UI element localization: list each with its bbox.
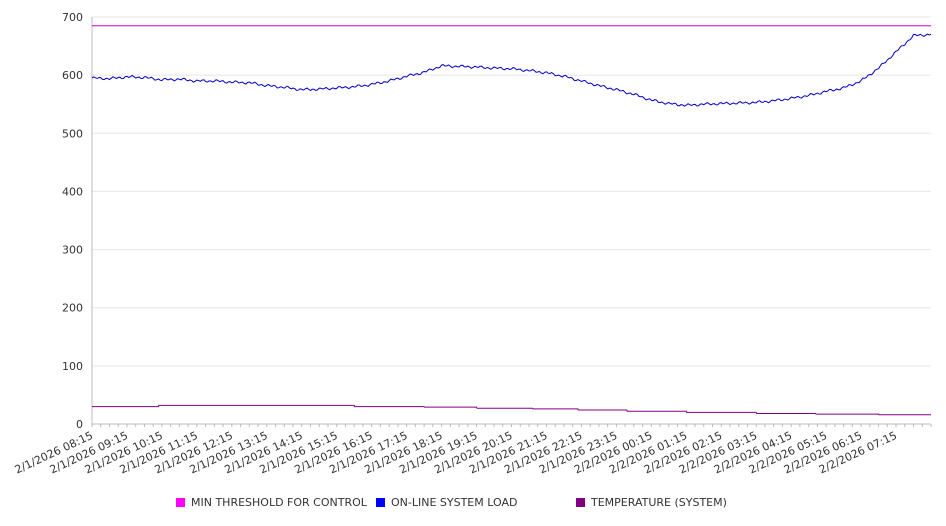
x-axis-ticks: 2/1/2026 08:152/1/2026 09:152/1/2026 10:… (13, 424, 932, 476)
legend-swatch-system-load (376, 498, 385, 507)
legend: MIN THRESHOLD FOR CONTROL ON-LINE SYSTEM… (0, 496, 946, 516)
series-line-system-load (91, 33, 932, 107)
legend-item-threshold: MIN THRESHOLD FOR CONTROL (176, 496, 367, 509)
y-tick-label: 0 (76, 418, 83, 431)
y-tick-label: 300 (62, 244, 83, 257)
legend-swatch-temperature (576, 498, 585, 507)
y-tick-label: 700 (62, 11, 83, 24)
legend-swatch-threshold (176, 498, 185, 507)
y-tick-label: 500 (62, 127, 83, 140)
y-axis-ticks: 0 100 200 300 400 500 600 700 (62, 11, 83, 431)
series-lines (91, 25, 932, 416)
legend-item-temperature: TEMPERATURE (SYSTEM) (576, 496, 727, 509)
legend-label-temperature: TEMPERATURE (SYSTEM) (591, 496, 727, 509)
legend-label-system-load: ON-LINE SYSTEM LOAD (391, 496, 518, 509)
series-line-temperature (92, 404, 931, 416)
gridlines (92, 16, 931, 367)
y-tick-label: 400 (62, 185, 83, 198)
y-tick-label: 100 (62, 360, 83, 373)
y-tick-label: 200 (62, 302, 83, 315)
legend-label-threshold: MIN THRESHOLD FOR CONTROL (191, 496, 367, 509)
axes (91, 17, 931, 425)
legend-item-system-load: ON-LINE SYSTEM LOAD (376, 496, 517, 509)
y-tick-label: 600 (62, 69, 83, 82)
